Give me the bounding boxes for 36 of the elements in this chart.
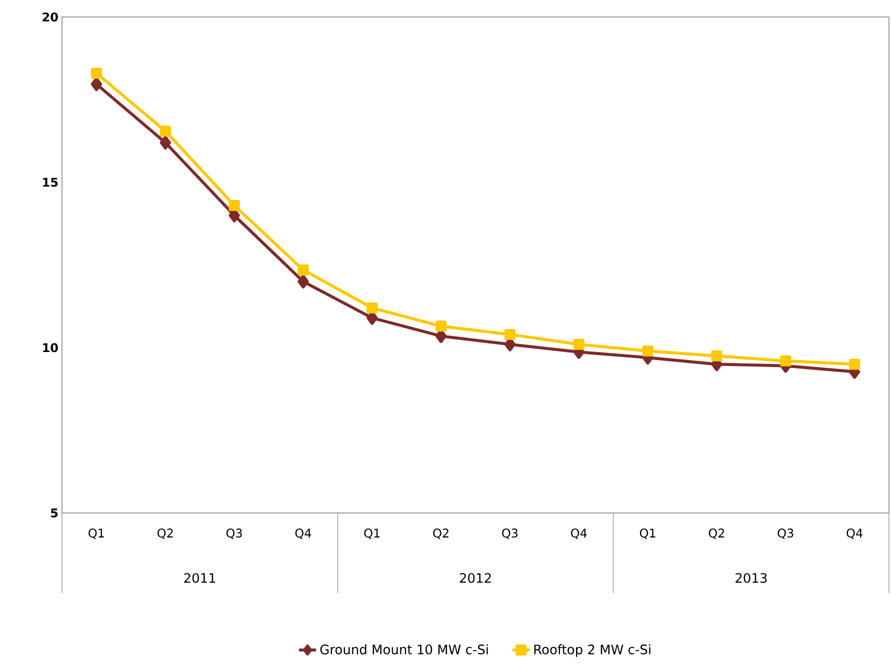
point [642, 345, 654, 356]
y-tick-label: 20 [42, 12, 58, 22]
x-tick-label: Q2 [158, 528, 173, 539]
y-tick-label: 15 [43, 178, 58, 187]
x-tick-label: Q3 [502, 528, 518, 539]
legend-label: Rooftop 2 MW c-Si [534, 644, 650, 657]
point [573, 338, 584, 350]
y-tick-label: 5 [51, 508, 58, 518]
point [711, 350, 722, 362]
x-tick-label: Q1 [364, 528, 380, 539]
point [366, 302, 378, 314]
x-tick-label: Q1 [640, 528, 656, 539]
y-tick-label: 10 [43, 343, 58, 352]
x-tick-label: Q2 [433, 528, 448, 539]
point [160, 126, 171, 137]
text: 2013 [736, 573, 767, 583]
x-tick-label: Q4 [571, 528, 587, 539]
text: 2012 [460, 573, 491, 583]
text: 2011 [184, 573, 216, 583]
point [436, 320, 447, 332]
point [849, 358, 860, 370]
x-tick-label: Q4 [846, 528, 862, 539]
point [298, 274, 309, 289]
x-tick-label: Q2 [708, 528, 724, 539]
point [90, 68, 102, 79]
point [504, 328, 516, 340]
x-tick-label: Q3 [226, 528, 242, 539]
x-tick-label: Q4 [295, 528, 312, 539]
point [780, 355, 792, 366]
x-tick-label: Q3 [778, 528, 794, 539]
legend-label: Ground Mount 10 MW c-Si [320, 644, 488, 654]
point [298, 264, 309, 276]
x-tick-label: Q1 [88, 528, 104, 539]
point [90, 77, 102, 92]
point [228, 200, 240, 211]
point [160, 136, 171, 150]
